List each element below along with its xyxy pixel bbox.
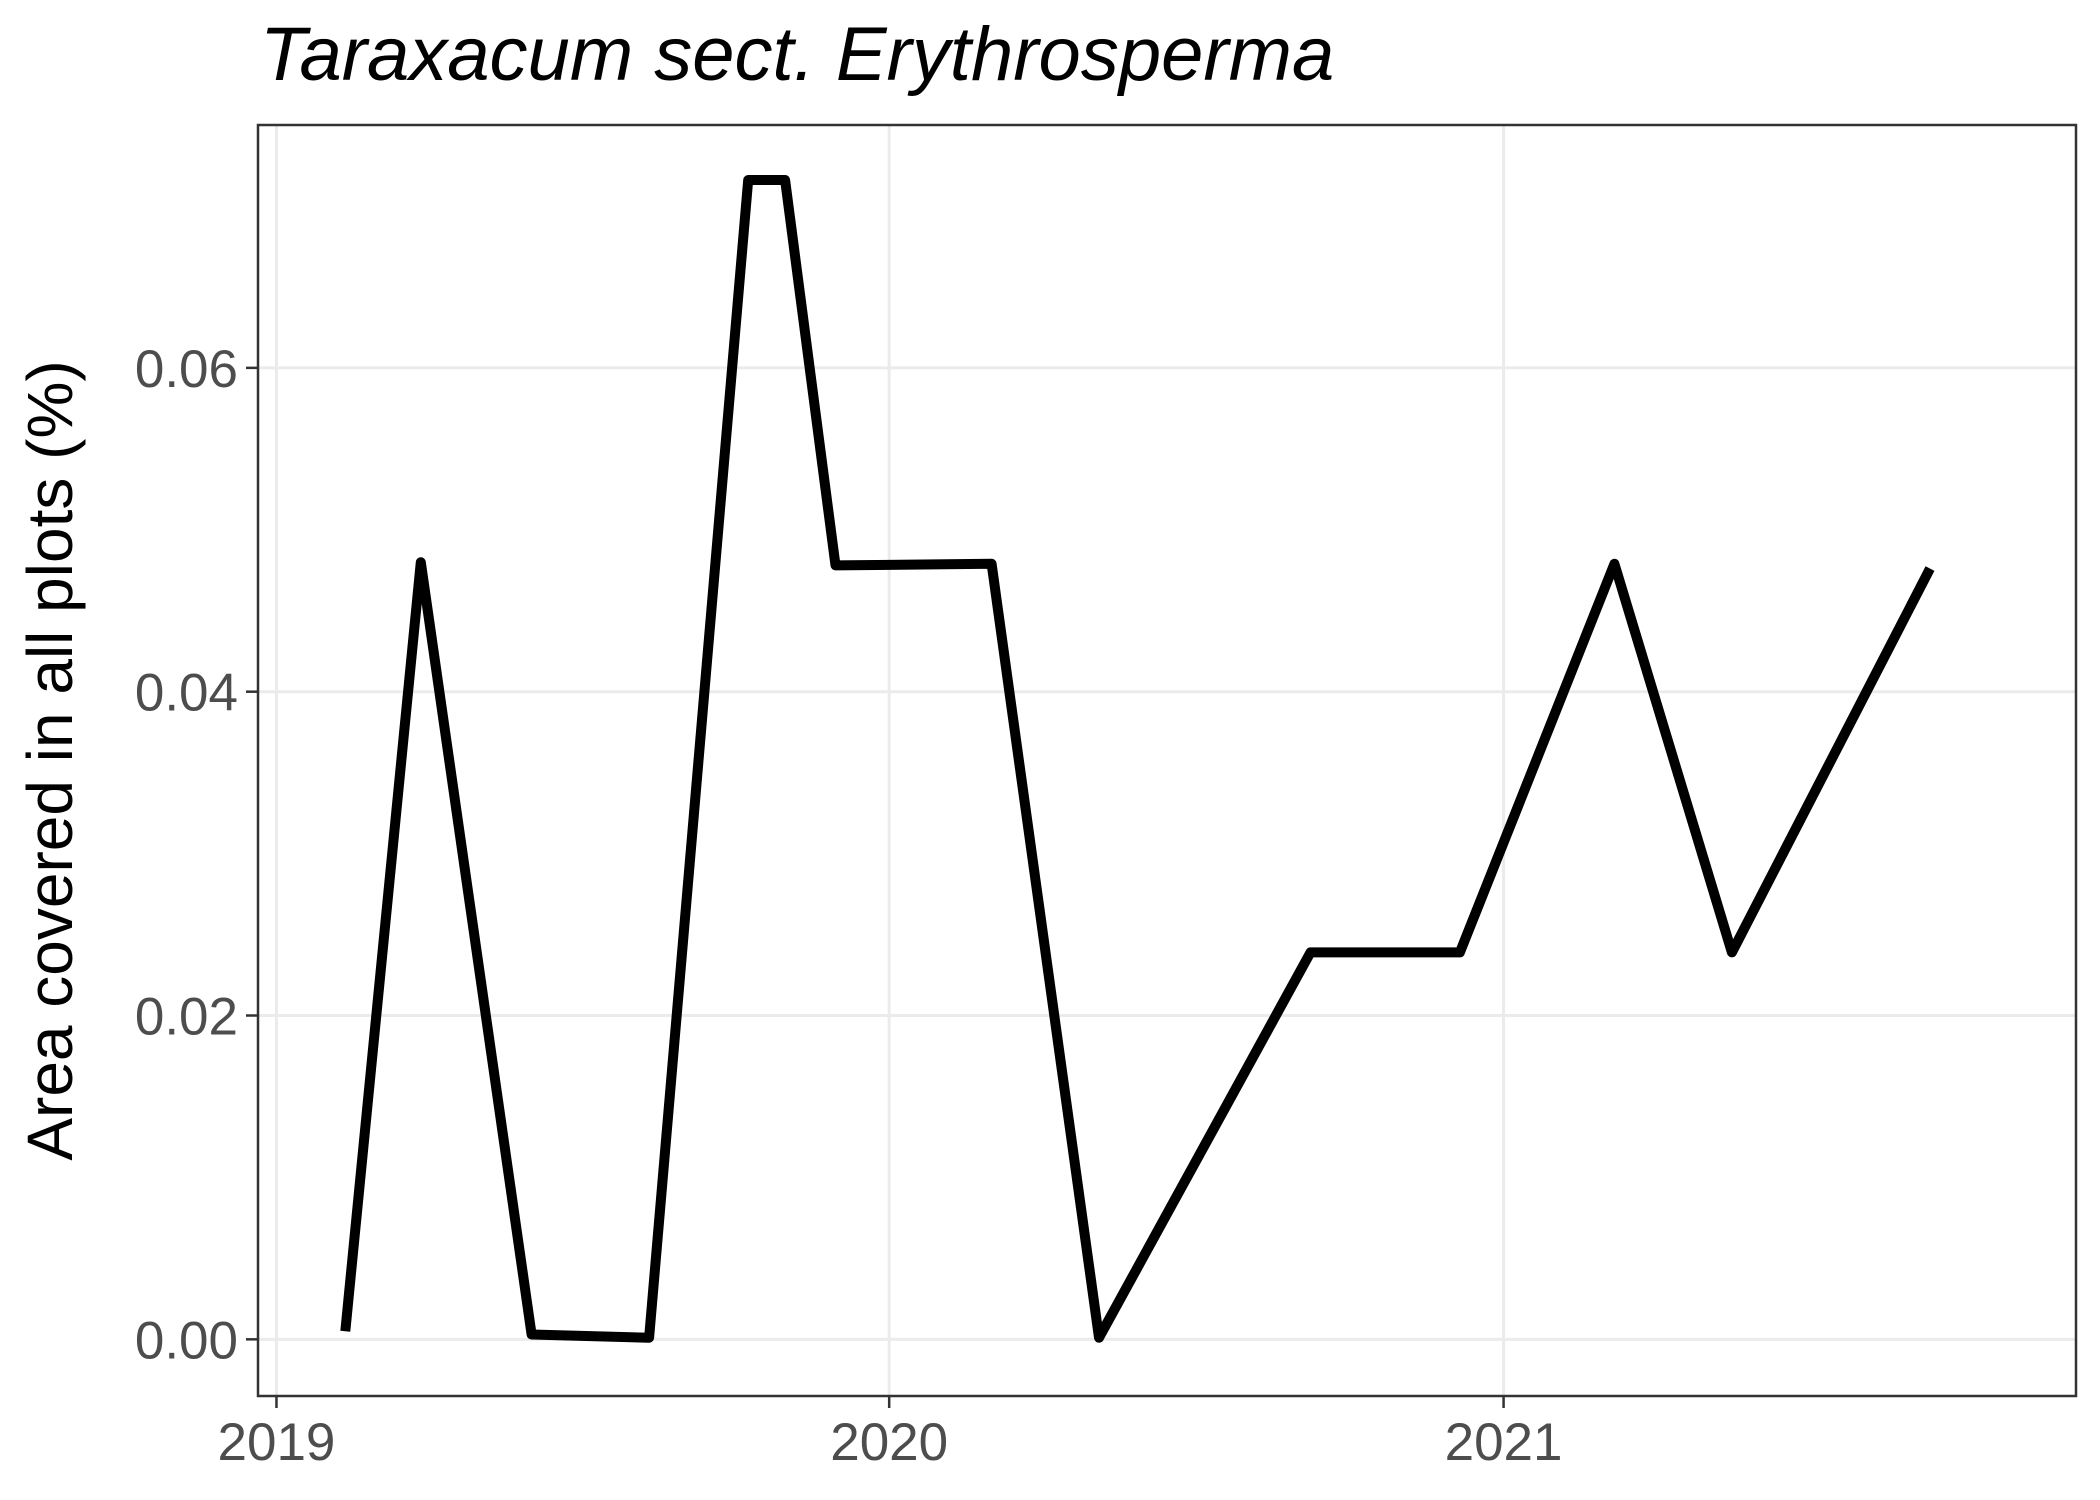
x-tick-label: 2021 [1445,1413,1563,1472]
chart-title: Taraxacum sect. Erythrosperma [260,12,1334,97]
y-tick-label: 0.02 [135,988,238,1047]
y-axis-label: Area covered in all plots (%) [14,360,86,1160]
series-layer [340,175,1935,1343]
x-tick-label: 2019 [218,1413,336,1472]
axis-ticks: 0.00 0.02 0.04 0.06 2019 2020 2021 [135,340,1563,1472]
y-tick-label: 0.06 [135,340,238,399]
y-tick-label: 0.04 [135,664,238,723]
plot-panel-border [256,123,2078,1398]
series-line [340,175,1935,1343]
x-tick-label: 2020 [830,1413,948,1472]
grid [258,125,2076,1396]
y-tick-label: 0.00 [135,1311,238,1370]
